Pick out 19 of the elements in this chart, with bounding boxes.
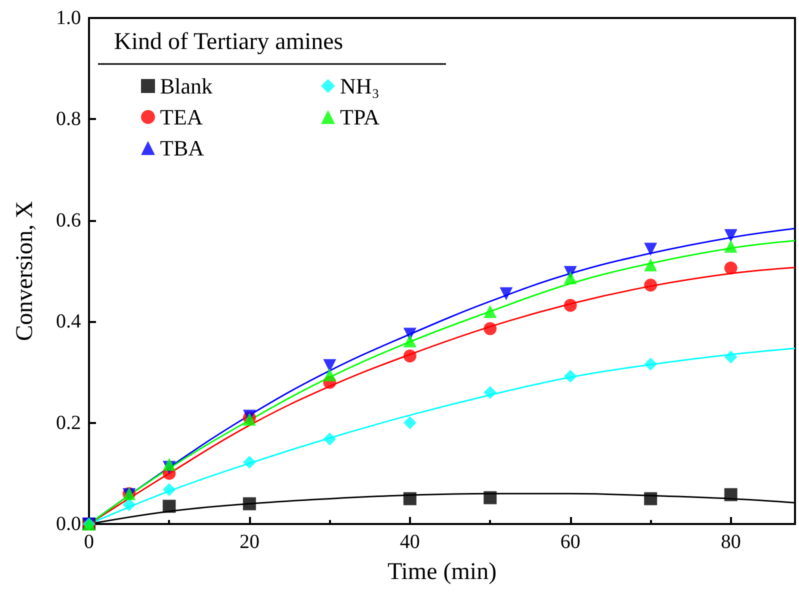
legend-title: Kind of Tertiary amines xyxy=(114,29,344,55)
x-tick-label: 40 xyxy=(400,531,420,553)
y-tick-label: 0.0 xyxy=(56,513,81,535)
y-tick-label: 0.6 xyxy=(56,209,81,232)
legend-label: TPA xyxy=(340,104,380,130)
legend-label: TEA xyxy=(160,104,203,130)
x-tick-label: 80 xyxy=(720,531,741,553)
legend-label: Blank xyxy=(160,74,213,98)
x-tick-label: 20 xyxy=(239,531,260,553)
x-axis-title: Time (min) xyxy=(387,559,497,585)
x-tick-label: 0 xyxy=(84,531,94,553)
y-tick-label: 0.2 xyxy=(56,412,81,434)
y-tick-label: 1.0 xyxy=(56,7,81,29)
y-tick-label: 0.8 xyxy=(56,108,81,130)
legend-label: NH₃ xyxy=(340,74,380,98)
x-tick-label: 60 xyxy=(560,531,580,553)
legend-label: TBA xyxy=(160,136,204,160)
y-tick-label: 0.4 xyxy=(56,310,81,333)
y-axis-title: Conversion, X xyxy=(12,201,38,341)
